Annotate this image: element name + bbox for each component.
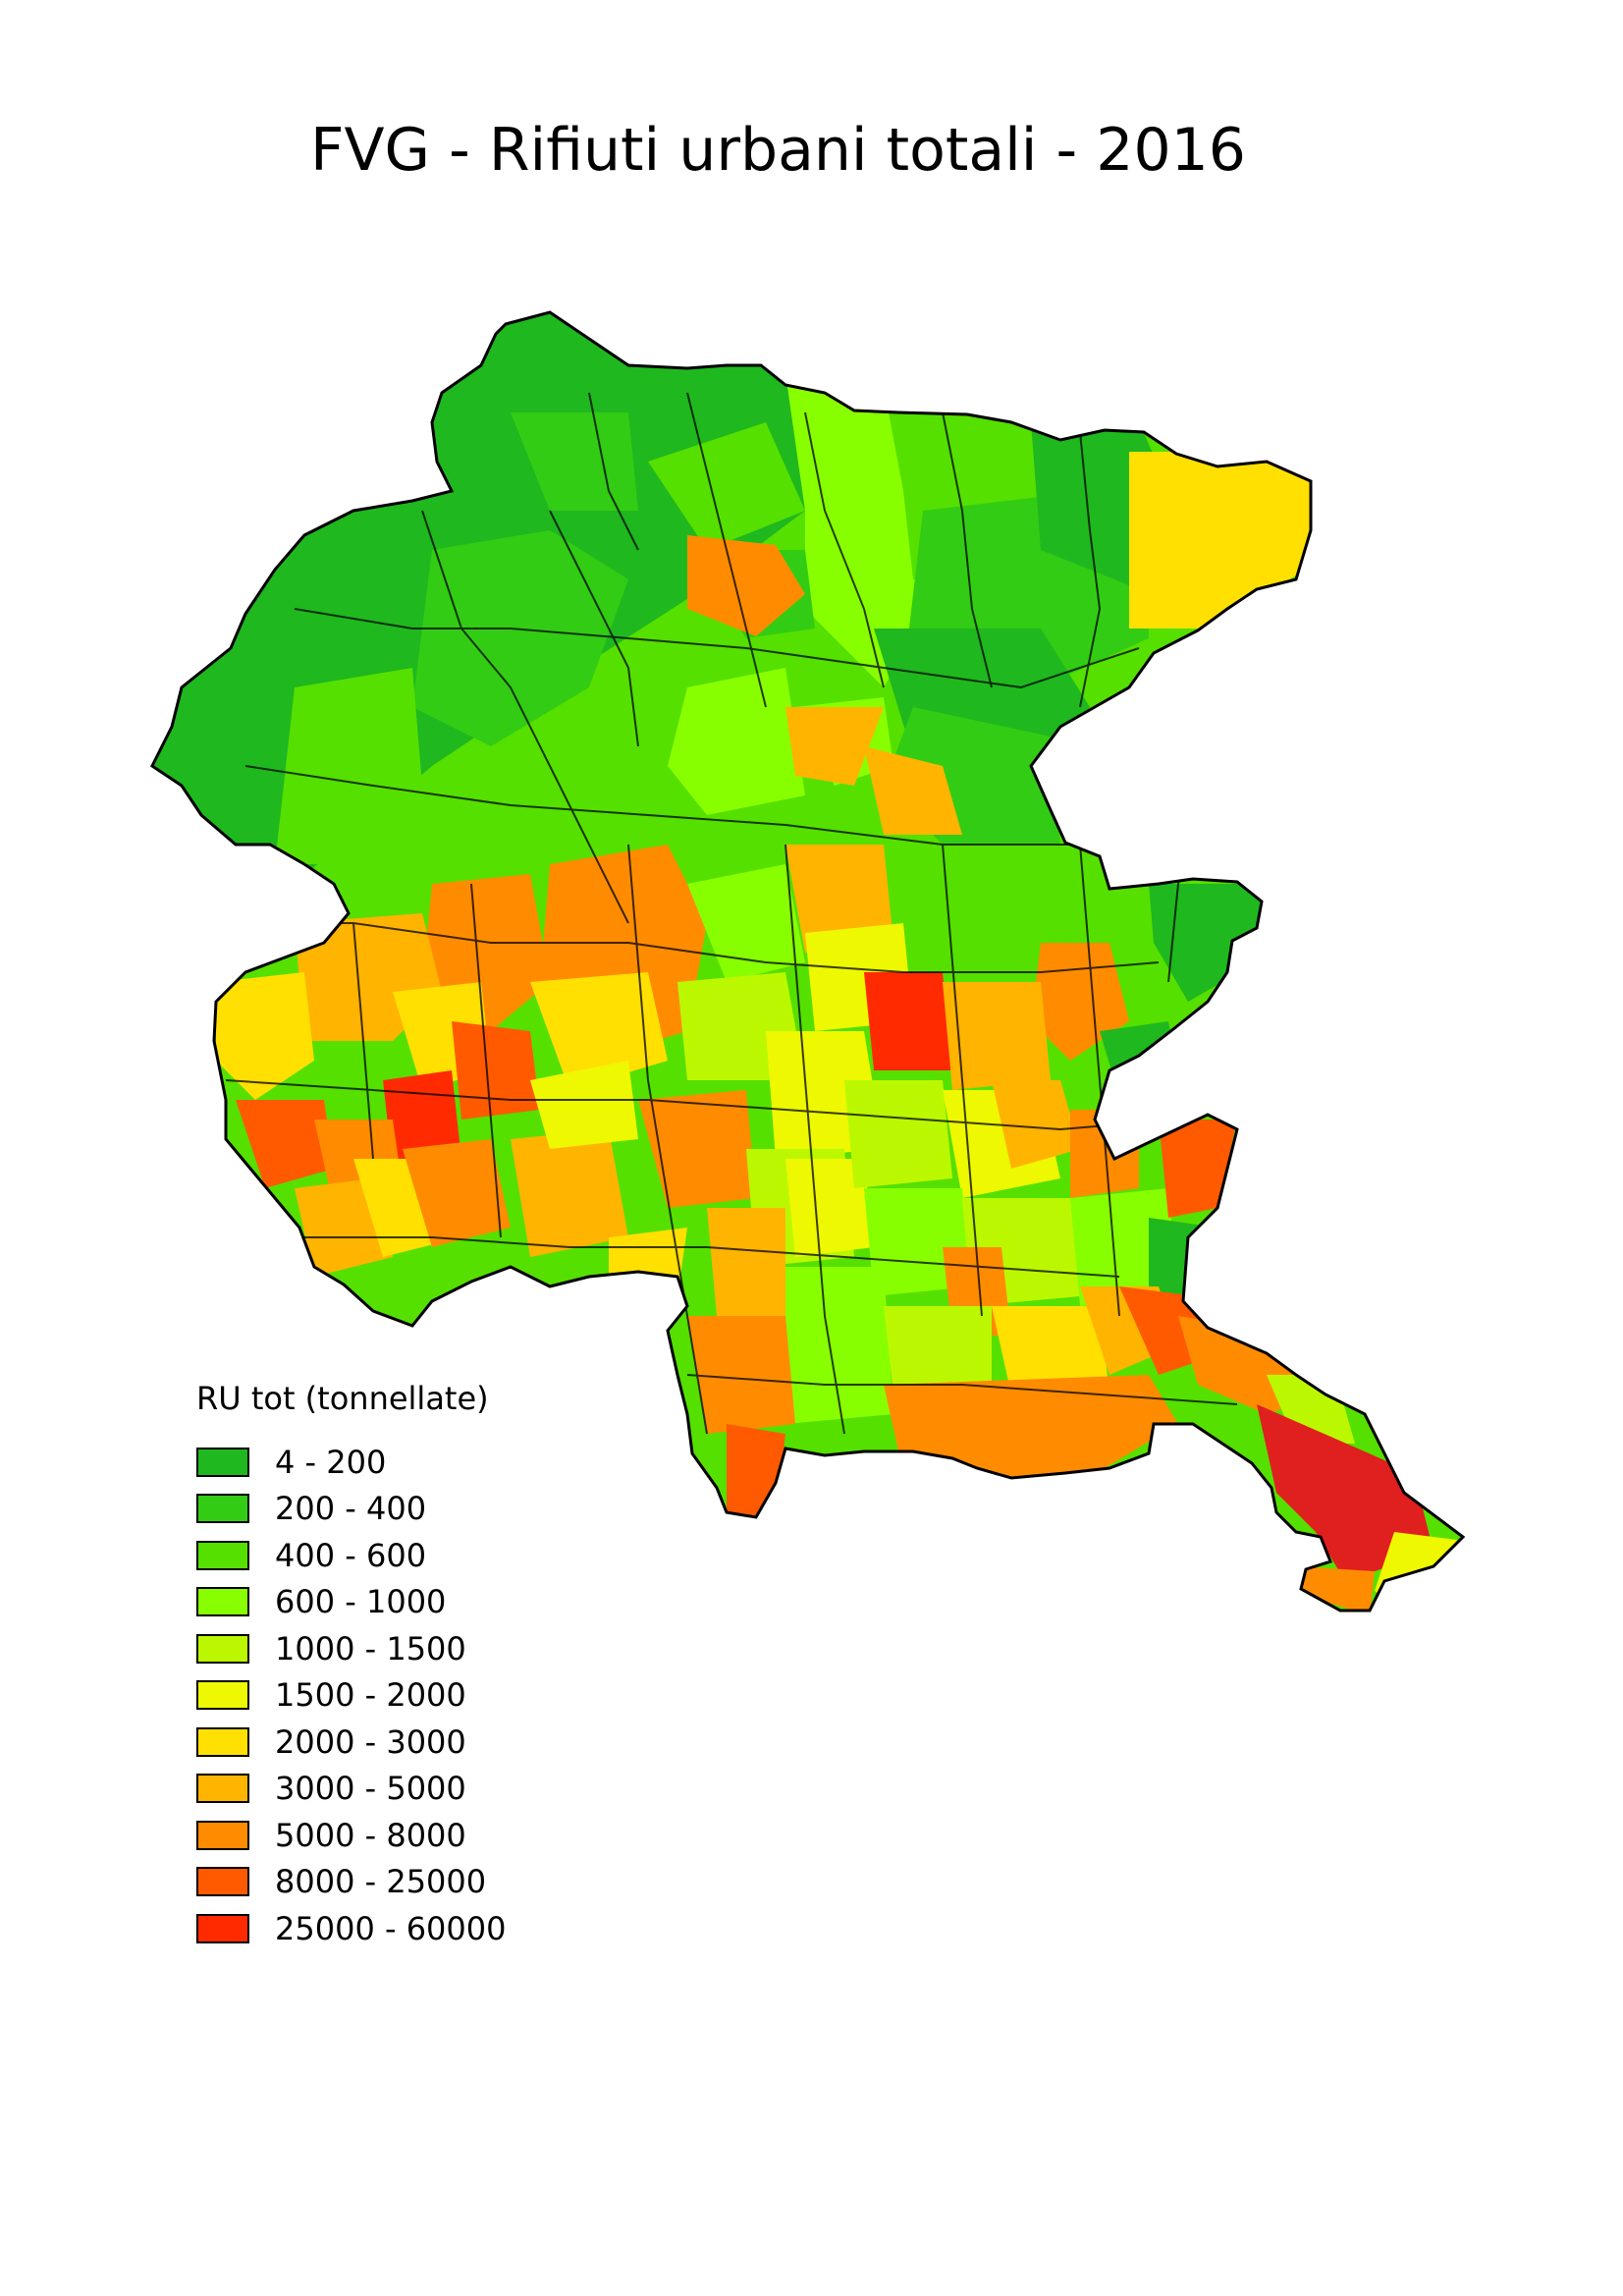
legend-swatch bbox=[196, 1726, 249, 1757]
map-title: FVG - Rifiuti urbani totali - 2016 bbox=[310, 116, 1246, 185]
legend-label: 2000 - 3000 bbox=[275, 1722, 466, 1761]
legend-item: 25000 - 60000 bbox=[196, 1905, 506, 1952]
legend-label: 3000 - 5000 bbox=[275, 1770, 466, 1808]
legend-swatch bbox=[196, 1494, 249, 1524]
legend-swatch bbox=[196, 1867, 249, 1897]
legend-swatch bbox=[196, 1540, 249, 1570]
legend-item: 3000 - 5000 bbox=[196, 1766, 506, 1813]
legend-label: 200 - 400 bbox=[275, 1490, 427, 1528]
legend-item: 5000 - 8000 bbox=[196, 1812, 506, 1859]
legend-swatch bbox=[196, 1820, 249, 1850]
legend-label: 600 - 1000 bbox=[275, 1583, 447, 1621]
legend-label: 5000 - 8000 bbox=[275, 1816, 466, 1854]
legend-item: 1500 - 2000 bbox=[196, 1672, 506, 1720]
legend-item: 2000 - 3000 bbox=[196, 1719, 506, 1766]
legend-label: 1500 - 2000 bbox=[275, 1676, 466, 1715]
legend-item: 200 - 400 bbox=[196, 1486, 506, 1533]
legend-swatch bbox=[196, 1447, 249, 1477]
legend-item: 400 - 600 bbox=[196, 1532, 506, 1579]
legend-label: 400 - 600 bbox=[275, 1536, 427, 1574]
legend-label: 1000 - 1500 bbox=[275, 1629, 466, 1667]
legend-label: 25000 - 60000 bbox=[275, 1909, 507, 1947]
map-legend: RU tot (tonnellate) 4 - 200 200 - 400 400 … bbox=[196, 1380, 506, 1952]
legend-label: 4 - 200 bbox=[275, 1443, 387, 1481]
legend-item: 1000 - 1500 bbox=[196, 1625, 506, 1672]
legend-swatch bbox=[196, 1913, 249, 1943]
legend-item: 8000 - 25000 bbox=[196, 1859, 506, 1906]
legend-swatch bbox=[196, 1774, 249, 1804]
legend-swatch bbox=[196, 1680, 249, 1711]
legend-title: RU tot (tonnellate) bbox=[196, 1380, 489, 1417]
legend-item: 600 - 1000 bbox=[196, 1579, 506, 1626]
legend-swatch bbox=[196, 1633, 249, 1664]
legend-item: 4 - 200 bbox=[196, 1439, 506, 1486]
legend-label: 8000 - 25000 bbox=[275, 1863, 487, 1901]
legend-swatch bbox=[196, 1587, 249, 1617]
